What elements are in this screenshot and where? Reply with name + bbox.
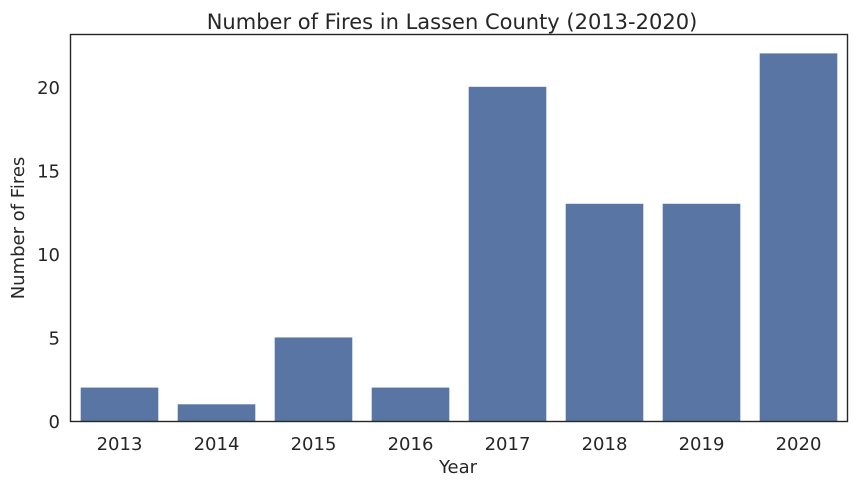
x-tick-label-2013: 2013 (97, 434, 143, 455)
x-axis-label: Year (438, 457, 478, 478)
bar-2020 (759, 53, 838, 421)
y-tick-label-0: 0 (49, 412, 60, 433)
bar-2019 (662, 203, 741, 421)
bar-2013 (80, 387, 159, 421)
bar-2015 (274, 337, 353, 421)
y-tick-label-5: 5 (49, 328, 60, 349)
bar-2014 (177, 404, 256, 421)
x-axis-ticks: 2013 2014 2015 2016 2017 2018 2019 2020 (97, 434, 822, 455)
y-tick-label-10: 10 (37, 245, 60, 266)
x-tick-label-2020: 2020 (776, 434, 822, 455)
bar-2017 (468, 86, 547, 421)
x-tick-label-2014: 2014 (194, 434, 240, 455)
x-tick-label-2016: 2016 (388, 434, 434, 455)
chart-title: Number of Fires in Lassen County (2013-2… (207, 10, 698, 34)
bar-2016 (371, 387, 450, 421)
x-tick-label-2018: 2018 (582, 434, 628, 455)
y-axis-label: Number of Fires (8, 157, 29, 300)
x-tick-label-2019: 2019 (679, 434, 725, 455)
y-tick-label-20: 20 (37, 78, 60, 99)
bars-group (80, 53, 838, 421)
y-tick-label-15: 15 (37, 161, 60, 182)
x-tick-label-2015: 2015 (291, 434, 337, 455)
plot-frame (69, 33, 849, 423)
bar-2018 (565, 203, 644, 421)
x-tick-label-2017: 2017 (485, 434, 531, 455)
y-axis-ticks: 0 5 10 15 20 (37, 78, 60, 433)
